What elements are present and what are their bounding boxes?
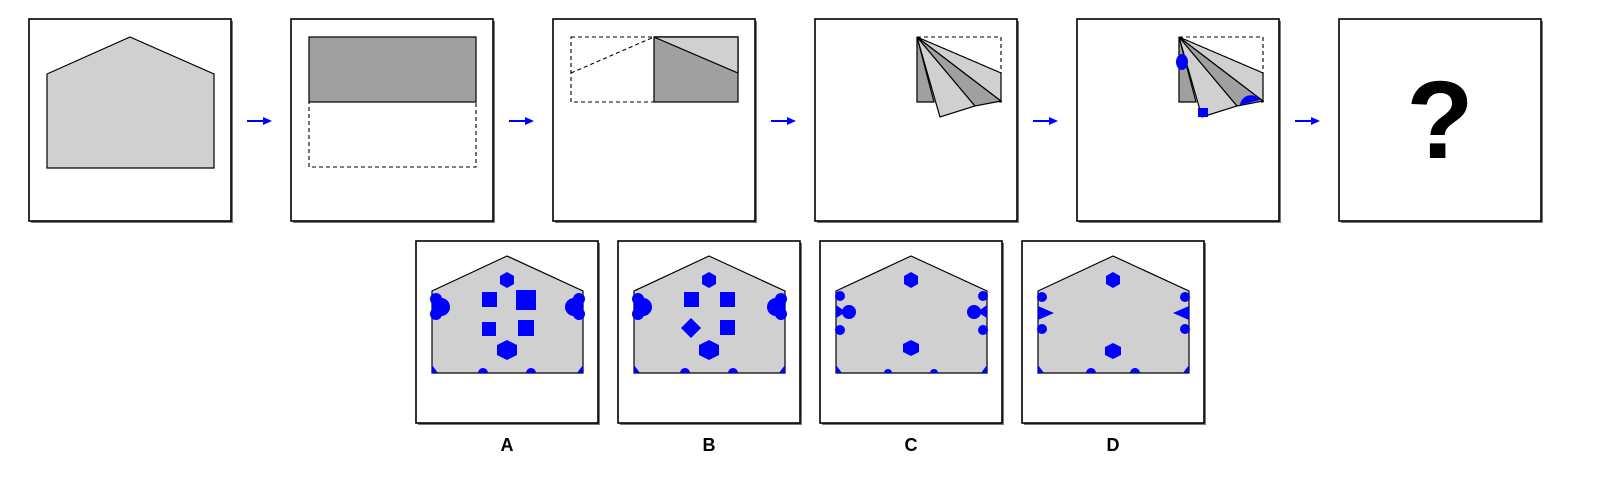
step-1-panel [28, 18, 233, 223]
fold-ghost-bottom [308, 101, 477, 168]
step-4-panel [814, 18, 1019, 223]
punch-hole-semicircle [1176, 54, 1188, 70]
option-d[interactable]: D [1021, 240, 1206, 455]
folded-top-half [308, 36, 477, 103]
question-mark: ? [1406, 59, 1473, 182]
punch-hole-half-disc [1240, 95, 1260, 105]
option-label-d: D [1107, 435, 1120, 455]
step-3-panel [552, 18, 757, 223]
punch-hole-square [1198, 108, 1208, 117]
arrow-4 [1033, 117, 1058, 125]
option-label-b: B [703, 435, 716, 455]
arrow-3 [771, 117, 796, 125]
step-5-panel [1076, 18, 1281, 223]
paper-pentagon [46, 36, 215, 169]
option-label-c: C [905, 435, 918, 455]
question-panel: ? [1338, 18, 1543, 223]
step-2-panel [290, 18, 495, 223]
option-b[interactable]: B [617, 240, 802, 455]
arrow-2 [509, 117, 534, 125]
arrow-5 [1295, 117, 1320, 125]
arrow-1 [247, 117, 272, 125]
option-label-a: A [501, 435, 514, 455]
option-c[interactable]: C [819, 240, 1004, 455]
option-a[interactable]: A [415, 240, 600, 455]
